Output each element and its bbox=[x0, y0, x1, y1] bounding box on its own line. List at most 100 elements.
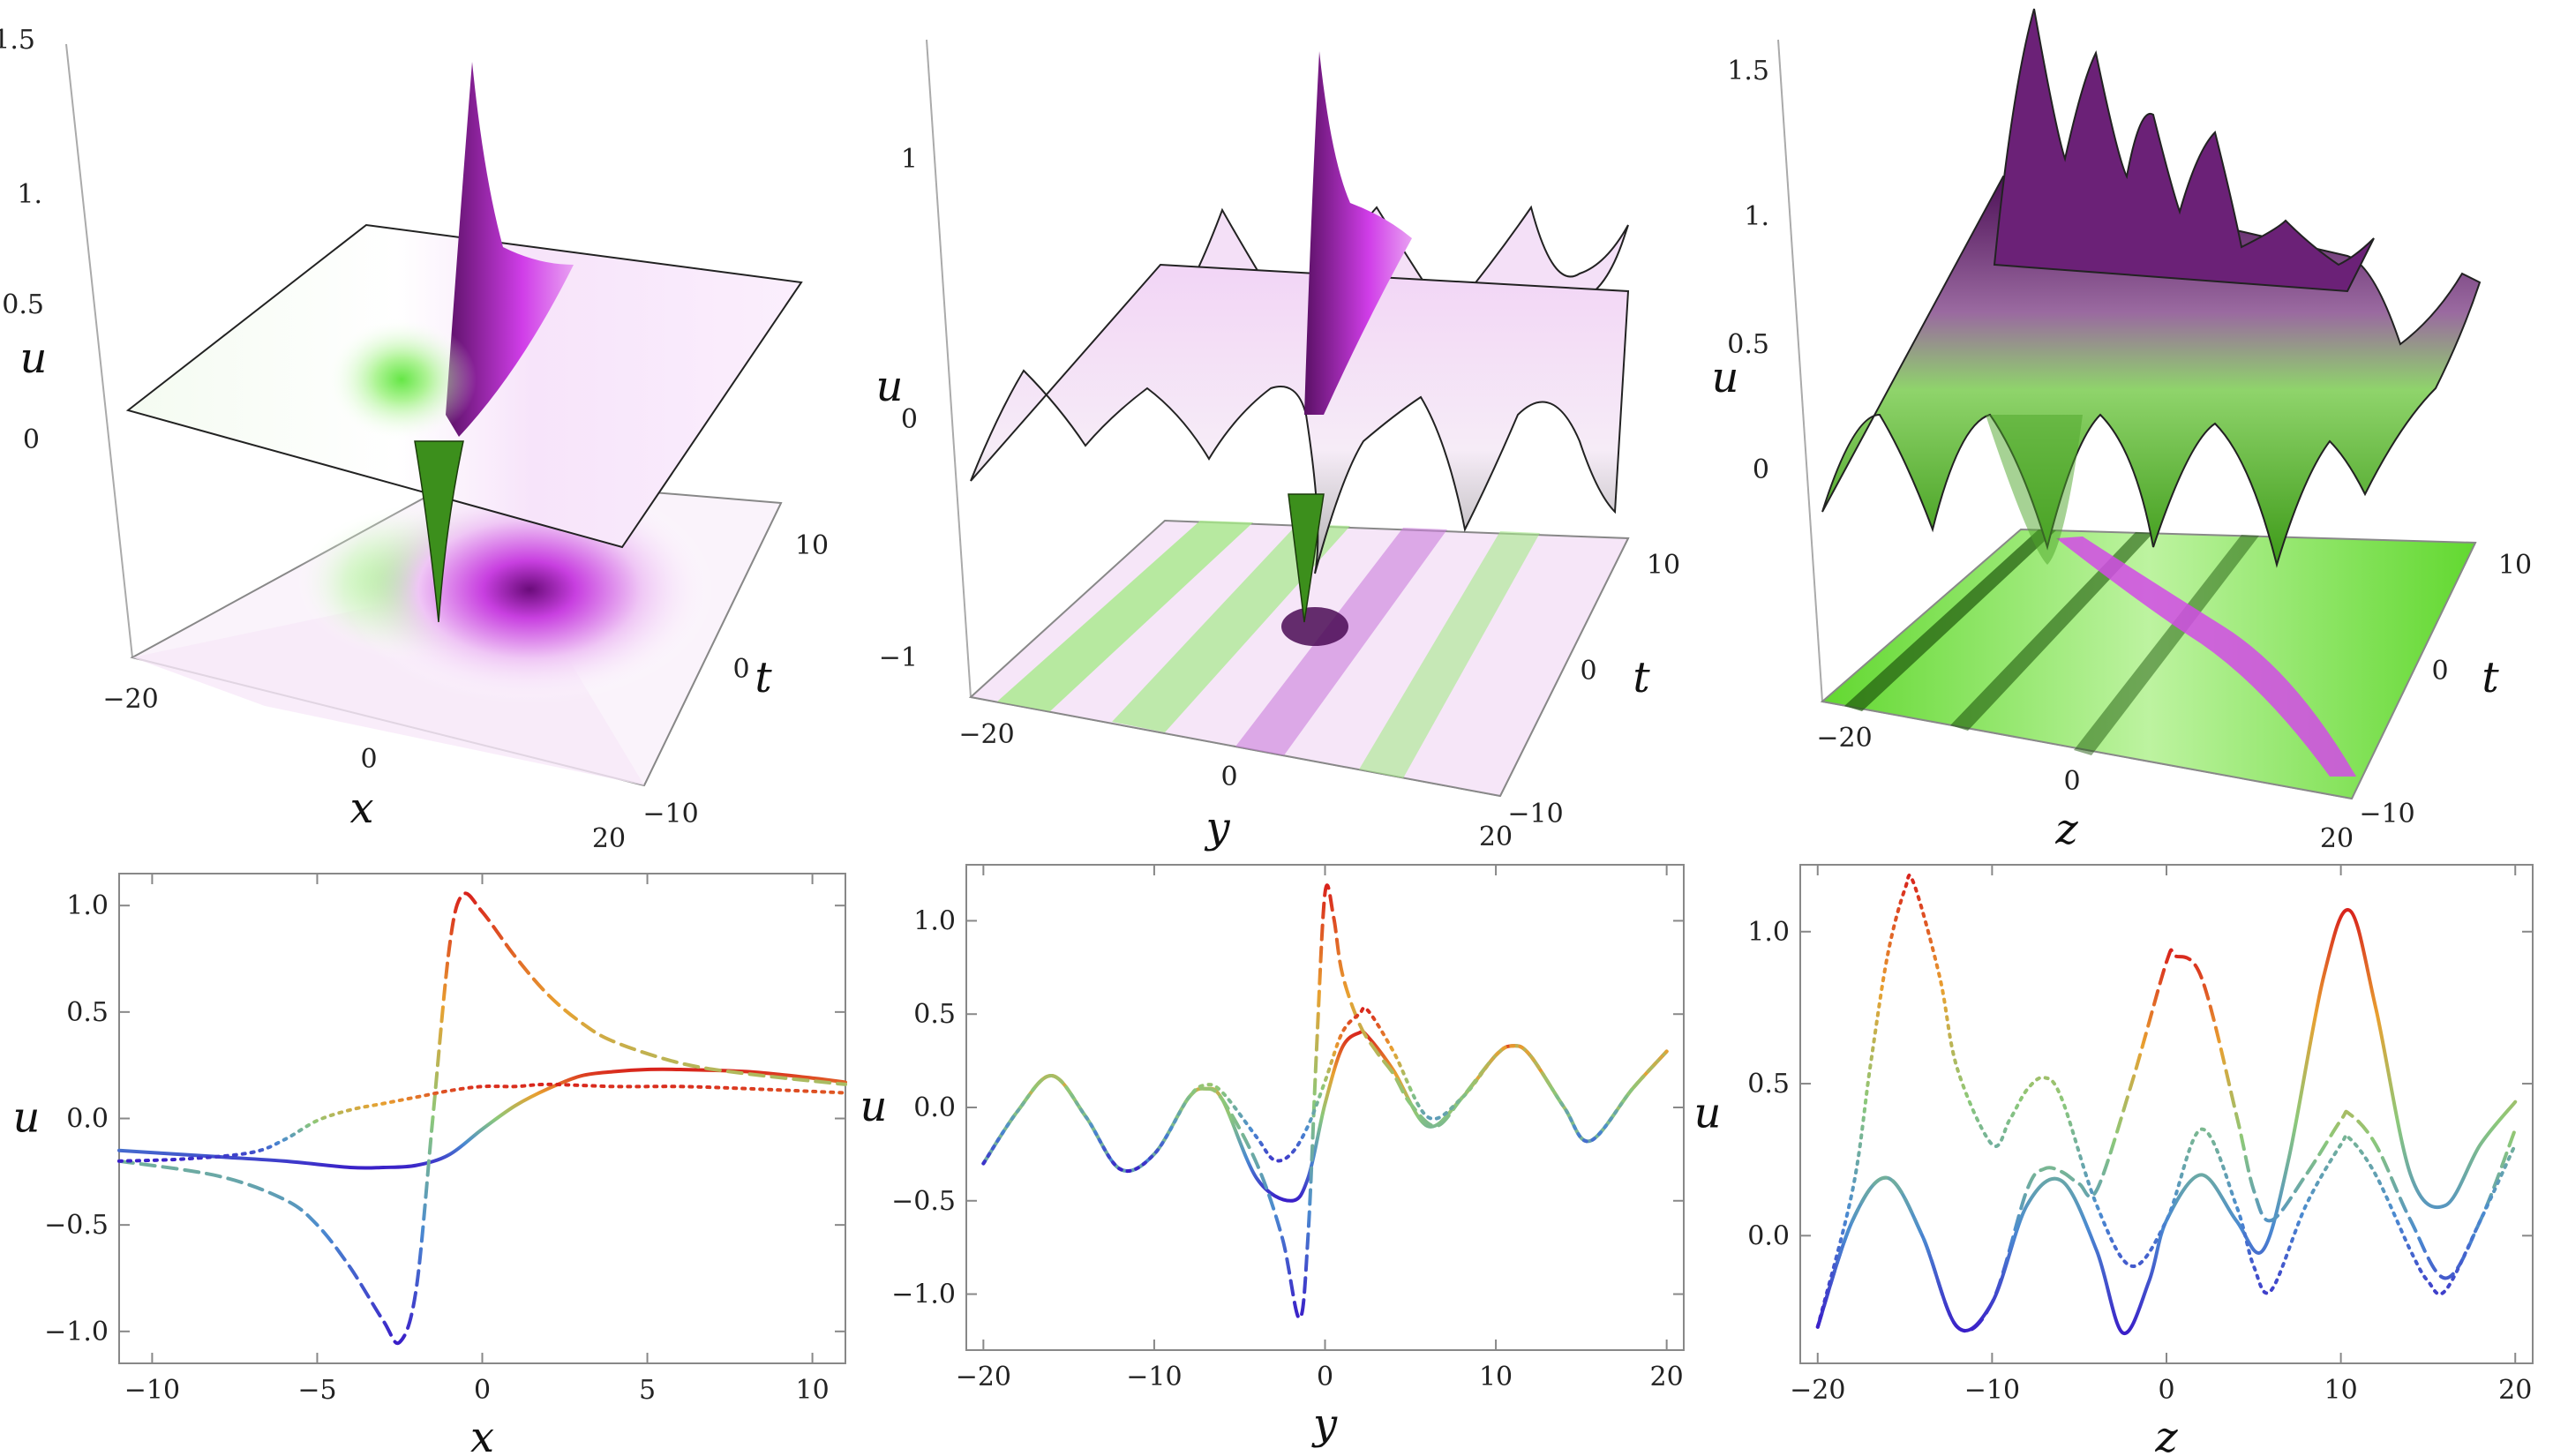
floor-stripe bbox=[1112, 524, 1350, 732]
axis-line bbox=[926, 39, 972, 698]
y-tick-label: 1.0 bbox=[1747, 917, 1790, 948]
y-tick-label: 1.0 bbox=[913, 905, 956, 936]
horizontal-axis-label: x bbox=[349, 784, 373, 833]
x-tick-label: 10 bbox=[795, 1375, 829, 1406]
surface-dip bbox=[414, 440, 464, 623]
x-tick-label: 10 bbox=[2324, 1375, 2358, 1406]
y-tick-label: −1.0 bbox=[891, 1280, 956, 1310]
z-tick-label: 0.5 bbox=[2, 289, 44, 320]
x-tick-label: −20 bbox=[1790, 1375, 1845, 1406]
x-tick-label: −10 bbox=[1126, 1362, 1182, 1392]
line-chart-x: −10 −5 0 5 10 −1.0 −0.5 0.0 0.5 1.0 x u bbox=[13, 873, 847, 1456]
u-axis-label: u bbox=[1712, 353, 1739, 402]
horizontal-axis-label: z bbox=[2054, 805, 2078, 854]
y-axis-label: u bbox=[1694, 1089, 1722, 1138]
floor-stripe bbox=[997, 521, 1253, 711]
t-tick-label: 0 bbox=[2431, 656, 2448, 687]
floor-stripe bbox=[1950, 532, 2153, 731]
z-tick-label: −1 bbox=[879, 642, 918, 673]
z-tick-label: 1. bbox=[1744, 201, 1769, 232]
x-tick-label: −20 bbox=[958, 719, 1014, 750]
line-charts: −10 −5 0 5 10 −1.0 −0.5 0.0 0.5 1.0 x u −20 −10 0 10 20… bbox=[13, 864, 2534, 1456]
x-tick-label: 20 bbox=[2498, 1375, 2532, 1406]
floor-stripe bbox=[2074, 535, 2259, 755]
x-tick-label: 20 bbox=[1479, 822, 1513, 852]
y-tick-label: 0.5 bbox=[913, 999, 956, 1030]
surface-dip bbox=[1288, 493, 1325, 623]
floor-stripe bbox=[1844, 529, 2056, 711]
t-tick-label: −10 bbox=[642, 799, 698, 829]
y-axis-label: u bbox=[13, 1093, 41, 1143]
series-line-dotted bbox=[1815, 873, 2518, 1329]
x-tick-label: 0 bbox=[1220, 762, 1237, 792]
z-tick-label: 0 bbox=[901, 404, 918, 435]
t-tick-label: 10 bbox=[2498, 550, 2532, 581]
t-tick-label: 10 bbox=[795, 530, 829, 561]
y-tick-label: 0.0 bbox=[913, 1092, 956, 1123]
z-tick-label: 1.5 bbox=[1727, 56, 1769, 86]
x-tick-label: 20 bbox=[2320, 823, 2354, 854]
surface-dip bbox=[1986, 415, 2083, 565]
x-tick-label: 20 bbox=[1650, 1362, 1684, 1392]
series-line-solid bbox=[117, 1067, 847, 1170]
line-chart-z: −20 −10 0 10 20 0.0 0.5 1.0 z u bbox=[1694, 864, 2534, 1456]
surface-spike bbox=[446, 62, 574, 437]
x-tick-label: −5 bbox=[297, 1375, 336, 1406]
x-tick-label: 0 bbox=[360, 744, 377, 775]
surface-panel-y bbox=[926, 39, 1630, 798]
tick-layer: 1.51.0.50−20020100−10uxt10−1−20020100−10… bbox=[0, 25, 2532, 854]
plot-frame bbox=[118, 873, 846, 1364]
x-tick-label: 5 bbox=[639, 1375, 656, 1406]
floor-diagonal bbox=[2056, 537, 2356, 777]
surface-peak bbox=[1993, 8, 2375, 293]
y-tick-label: 1.0 bbox=[66, 890, 109, 921]
x-axis-label: y bbox=[1311, 1400, 1338, 1449]
axis-line bbox=[1777, 39, 1823, 702]
x-tick-label: −10 bbox=[124, 1375, 180, 1406]
y-tick-label: 0.0 bbox=[66, 1104, 109, 1135]
series-line-solid bbox=[1815, 908, 2518, 1335]
y-tick-label: −1.0 bbox=[44, 1317, 109, 1347]
x-tick-label: 20 bbox=[592, 823, 626, 854]
z-tick-label: 1. bbox=[17, 179, 42, 210]
series-line-dashed bbox=[117, 891, 847, 1346]
t-axis-label: t bbox=[755, 653, 772, 702]
z-tick-label: 0 bbox=[1753, 454, 1769, 485]
y-tick-label: −0.5 bbox=[44, 1210, 109, 1241]
floor-stripe bbox=[1359, 531, 1540, 778]
x-tick-label: 0 bbox=[2158, 1375, 2174, 1406]
t-tick-label: 0 bbox=[732, 654, 749, 685]
u-axis-label: u bbox=[876, 362, 904, 411]
floor-dark-spot bbox=[1281, 607, 1348, 646]
z-tick-label: 0 bbox=[23, 424, 40, 455]
floor-stripe bbox=[1235, 528, 1447, 755]
y-tick-label: 0.5 bbox=[1747, 1069, 1790, 1100]
y-axis-label: u bbox=[860, 1082, 888, 1131]
surface-wave-front bbox=[970, 263, 1630, 574]
x-axis-label: x bbox=[470, 1413, 494, 1456]
series-line-dashed bbox=[1815, 948, 2518, 1333]
t-tick-label: 10 bbox=[1647, 550, 1680, 581]
t-axis-label: t bbox=[2482, 653, 2499, 702]
t-tick-label: 0 bbox=[1580, 656, 1596, 687]
x-tick-label: −10 bbox=[1964, 1375, 2020, 1406]
z-tick-label: 1 bbox=[901, 144, 918, 175]
plot-frame bbox=[1799, 864, 2534, 1364]
z-tick-label: 1.5 bbox=[0, 25, 35, 56]
horizontal-axis-label: y bbox=[1204, 803, 1230, 852]
x-axis-label: z bbox=[2154, 1413, 2178, 1456]
x-tick-label: 0 bbox=[2063, 766, 2080, 797]
u-axis-label: u bbox=[20, 334, 48, 383]
t-tick-label: −10 bbox=[1507, 799, 1563, 829]
t-tick-label: −10 bbox=[2359, 799, 2414, 829]
surface-green-shade bbox=[327, 318, 477, 441]
surface-panel-x bbox=[65, 43, 803, 787]
surface-spike bbox=[1304, 51, 1412, 415]
y-tick-label: −0.5 bbox=[891, 1186, 956, 1217]
series-line-dotted bbox=[981, 1006, 1669, 1174]
line-chart-y: −20 −10 0 10 20 −1.0 −0.5 0.0 0.5 1.0 y u bbox=[860, 864, 1685, 1449]
x-tick-label: −20 bbox=[102, 684, 158, 715]
z-tick-label: 0.5 bbox=[1727, 329, 1769, 360]
x-tick-label: 0 bbox=[474, 1375, 491, 1406]
